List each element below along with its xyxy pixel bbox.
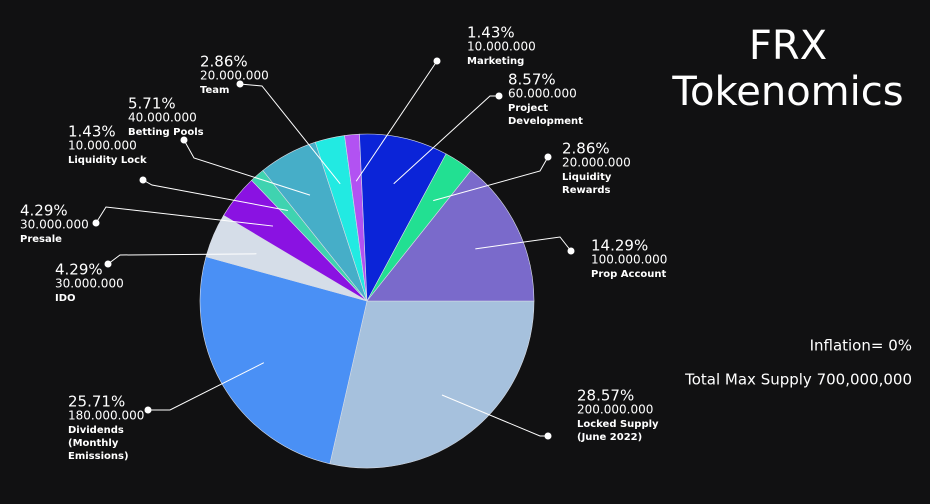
pie-slice <box>199 256 368 465</box>
leader-dot <box>236 80 244 88</box>
leader-line <box>239 83 341 185</box>
chart-title: FRX Tokenomics <box>671 23 903 115</box>
leader-dot <box>92 219 100 227</box>
amount-label: 20.000.000 <box>200 69 269 83</box>
value-label: 5.71% <box>128 95 176 113</box>
leader-line <box>355 60 438 182</box>
value-label: 4.29% <box>20 202 68 220</box>
leader-dot <box>544 432 552 440</box>
amount-label: 180.000.000 <box>68 409 144 423</box>
category-label: Dividends (Monthly Emissions) <box>68 425 129 462</box>
value-label: 2.86% <box>562 140 610 158</box>
amount-label: 40.000.000 <box>128 111 197 125</box>
category-label: Presale <box>20 234 62 245</box>
amount-label: 30.000.000 <box>20 218 89 232</box>
value-label: 8.57% <box>508 71 556 89</box>
pie-slice <box>366 169 535 302</box>
leader-line <box>183 139 311 196</box>
category-label: Marketing <box>467 56 524 67</box>
amount-label: 60.000.000 <box>508 87 577 101</box>
leader-dot <box>433 57 441 65</box>
category-label: Liquidity Rewards <box>562 172 612 196</box>
amount-label: 100.000.000 <box>591 253 667 267</box>
pie-slice <box>359 133 447 303</box>
leader-line <box>148 362 265 411</box>
amount-label: 10.000.000 <box>68 139 137 153</box>
amount-label: 30.000.000 <box>55 277 124 291</box>
leader-line <box>107 253 257 265</box>
category-label: Liquidity Lock <box>68 155 147 166</box>
amount-label: 200.000.000 <box>577 403 653 417</box>
amount-label: 10.000.000 <box>467 40 536 54</box>
leader-dot <box>544 153 552 161</box>
leader-line <box>433 156 549 202</box>
leader-dot <box>144 406 152 414</box>
category-label: Project Development <box>508 103 583 127</box>
value-label: 28.57% <box>577 387 634 405</box>
value-label: 4.29% <box>55 261 103 279</box>
category-label: Betting Pools <box>128 127 204 138</box>
leader-line <box>95 206 274 227</box>
leader-dot <box>139 176 147 184</box>
leader-dot <box>567 247 575 255</box>
leader-dot <box>180 136 188 144</box>
pie-slice <box>329 300 535 469</box>
leader-dot <box>104 260 112 268</box>
annotation: Total Max Supply 700,000,000 <box>684 371 912 389</box>
annotation: Inflation= 0% <box>810 337 912 355</box>
value-label: 2.86% <box>200 53 248 71</box>
leader-dot <box>495 92 503 100</box>
value-label: 1.43% <box>467 24 515 42</box>
category-label: Team <box>200 85 229 96</box>
amount-label: 20.000.000 <box>562 156 631 170</box>
value-label: 25.71% <box>68 393 125 411</box>
value-label: 14.29% <box>591 237 648 255</box>
category-label: Locked Supply (June 2022) <box>577 419 659 443</box>
leader-line <box>475 236 572 252</box>
category-label: IDO <box>55 293 76 304</box>
value-label: 1.43% <box>68 123 116 141</box>
category-label: Prop Account <box>591 269 666 280</box>
